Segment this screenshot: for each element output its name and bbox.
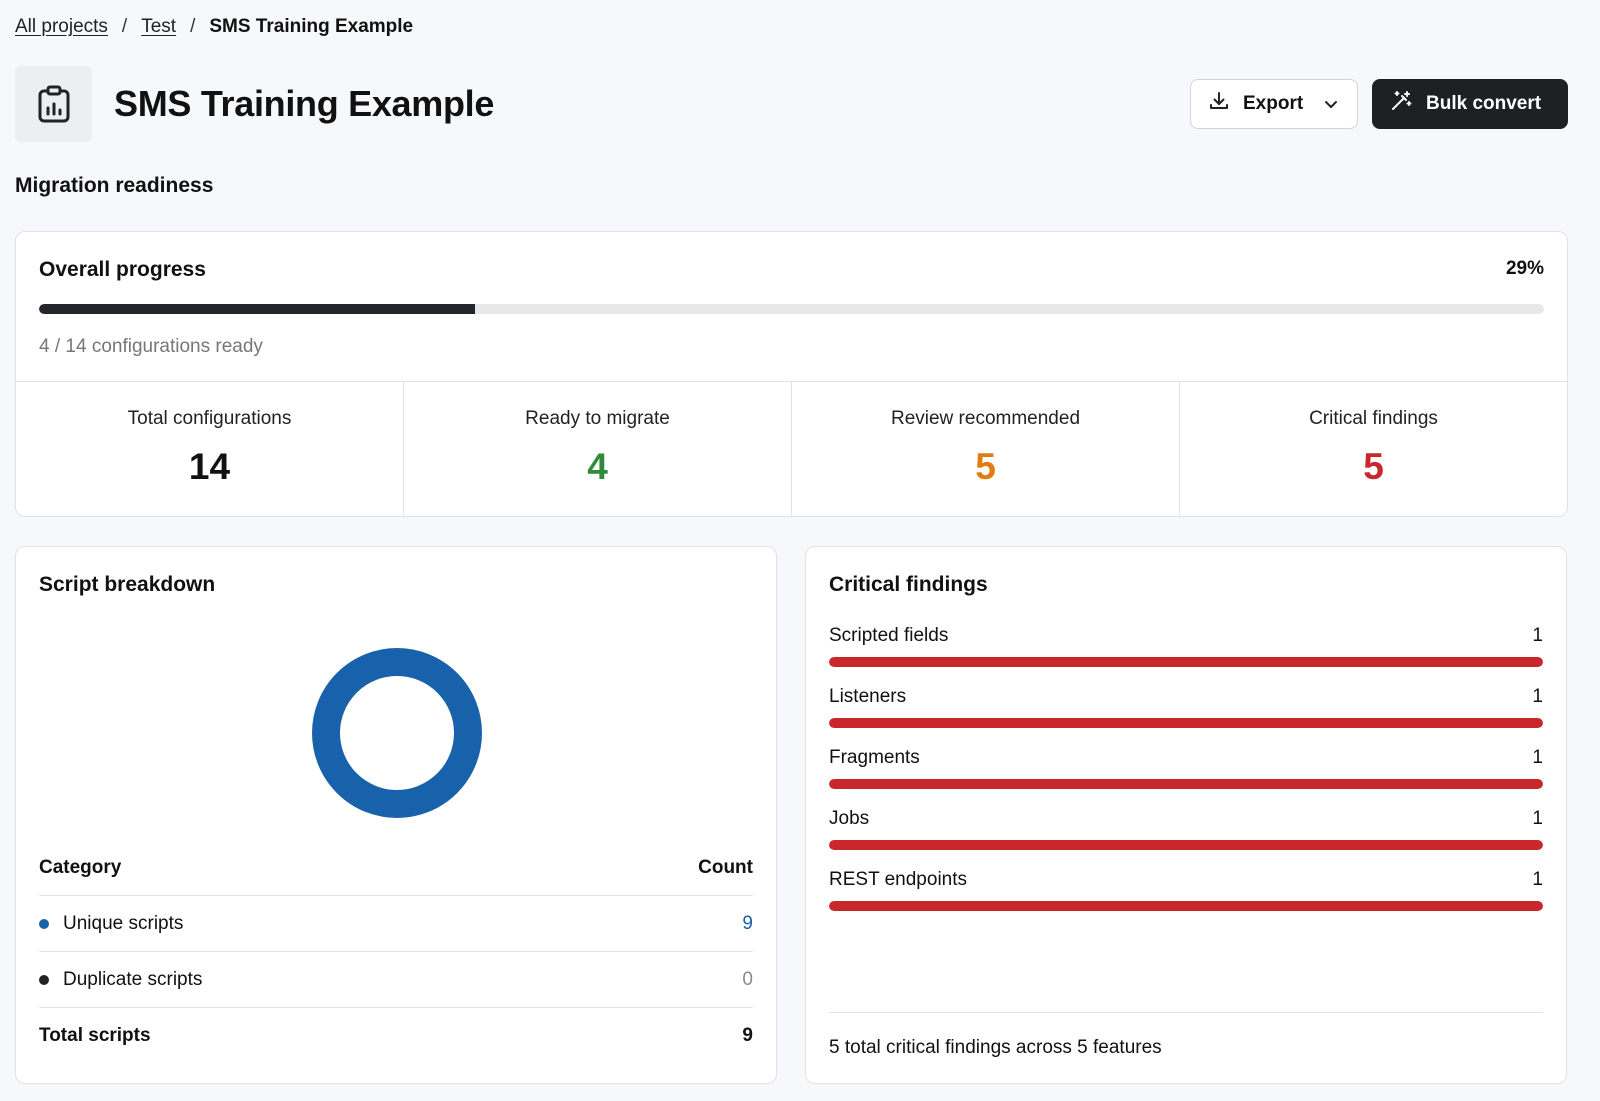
clipboard-chart-icon [15, 66, 92, 142]
stat-label: Total configurations [127, 408, 292, 429]
finding-count: 1 [1532, 686, 1543, 707]
count-header: Count [698, 857, 753, 878]
finding-count: 1 [1532, 747, 1543, 768]
finding-bar [829, 657, 1543, 667]
script-table: Category Count Unique scripts 9 Duplicat… [39, 857, 753, 1064]
row-label: Unique scripts [63, 912, 184, 934]
overall-progress-subtext: 4 / 14 configurations ready [39, 336, 263, 357]
critical-findings-title: Critical findings [829, 573, 988, 596]
stat-label: Ready to migrate [525, 408, 670, 429]
row-label: Duplicate scripts [63, 968, 203, 990]
header-actions: Export Bulk convert [1190, 79, 1568, 129]
stat-ready-to-migrate: Ready to migrate 4 [404, 382, 792, 516]
finding-label: Jobs [829, 808, 870, 829]
row-count[interactable]: 9 [742, 912, 753, 934]
finding-count: 1 [1532, 869, 1543, 890]
finding-count: 1 [1532, 808, 1543, 829]
overall-progress-label: Overall progress [39, 258, 206, 281]
stat-value: 14 [188, 446, 231, 487]
stat-critical-findings: Critical findings 5 [1180, 382, 1567, 516]
finding-bar-fill [829, 901, 1543, 911]
finding-item: Fragments 1 [829, 747, 1543, 808]
finding-bar-fill [829, 840, 1543, 850]
finding-bar-fill [829, 657, 1543, 667]
finding-bar [829, 901, 1543, 911]
stat-value: 4 [587, 446, 608, 487]
overall-progress-bar [39, 304, 1544, 314]
section-title: Migration readiness [15, 174, 214, 197]
page-title: SMS Training Example [114, 83, 495, 124]
row-count: 0 [742, 968, 753, 990]
stat-review-recommended: Review recommended 5 [792, 382, 1180, 516]
critical-findings-footer: 5 total critical findings across 5 featu… [829, 1012, 1543, 1059]
finding-count: 1 [1532, 625, 1543, 646]
download-icon [1209, 91, 1229, 117]
bulk-convert-label: Bulk convert [1426, 93, 1542, 114]
overall-progress-card: Overall progress 29% 4 / 14 configuratio… [15, 231, 1568, 517]
finding-item: REST endpoints 1 [829, 869, 1543, 930]
page-header: SMS Training Example Export Bu [15, 66, 1568, 142]
export-button[interactable]: Export [1190, 79, 1358, 129]
finding-bar [829, 718, 1543, 728]
legend-dot [39, 974, 49, 985]
table-total-row: Total scripts 9 [39, 1008, 753, 1064]
donut-segment-unique-scripts [312, 648, 482, 818]
finding-label: Listeners [829, 686, 907, 707]
category-header: Category [39, 857, 122, 878]
finding-label: REST endpoints [829, 869, 968, 890]
overall-progress-percent: 29% [1505, 258, 1544, 279]
finding-bar-fill [829, 779, 1543, 789]
export-label: Export [1243, 93, 1304, 114]
script-breakdown-title: Script breakdown [39, 573, 216, 596]
chevron-down-icon [1323, 96, 1339, 112]
breadcrumb: All projects / Test / SMS Training Examp… [15, 16, 413, 38]
bulk-convert-button[interactable]: Bulk convert [1372, 79, 1568, 129]
breadcrumb-separator: / [121, 16, 128, 37]
finding-item: Listeners 1 [829, 686, 1543, 747]
finding-bar [829, 779, 1543, 789]
stats-row: Total configurations 14 Ready to migrate… [16, 381, 1567, 516]
script-breakdown-card: Script breakdown Category Count Unique s… [15, 546, 777, 1084]
overall-progress-fill [39, 304, 476, 314]
findings-list: Scripted fields 1 Listeners 1 Fragments 1 J… [829, 625, 1543, 930]
legend-dot [39, 918, 49, 929]
script-table-header: Category Count [39, 857, 753, 896]
stat-label: Critical findings [1309, 408, 1438, 429]
total-label: Total scripts [39, 1025, 151, 1046]
breadcrumb-test-link[interactable]: Test [141, 16, 177, 37]
table-row: Duplicate scripts 0 [39, 952, 753, 1008]
stat-value: 5 [1363, 446, 1384, 487]
finding-label: Fragments [829, 747, 920, 768]
finding-bar-fill [829, 718, 1543, 728]
stat-total-configurations: Total configurations 14 [16, 382, 404, 516]
finding-item: Scripted fields 1 [829, 625, 1543, 686]
critical-findings-card: Critical findings Scripted fields 1 Liste… [805, 546, 1567, 1084]
stat-value: 5 [975, 446, 996, 487]
magic-wand-icon [1390, 90, 1412, 118]
breadcrumb-all-projects-link[interactable]: All projects [15, 16, 108, 37]
finding-bar [829, 840, 1543, 850]
breadcrumb-separator: / [190, 16, 196, 37]
breadcrumb-current: SMS Training Example [209, 16, 414, 37]
finding-item: Jobs 1 [829, 808, 1543, 869]
finding-label: Scripted fields [829, 625, 949, 646]
table-row: Unique scripts 9 [39, 896, 753, 952]
total-count: 9 [742, 1025, 753, 1046]
script-donut-chart [312, 648, 482, 818]
stat-label: Review recommended [890, 408, 1081, 429]
